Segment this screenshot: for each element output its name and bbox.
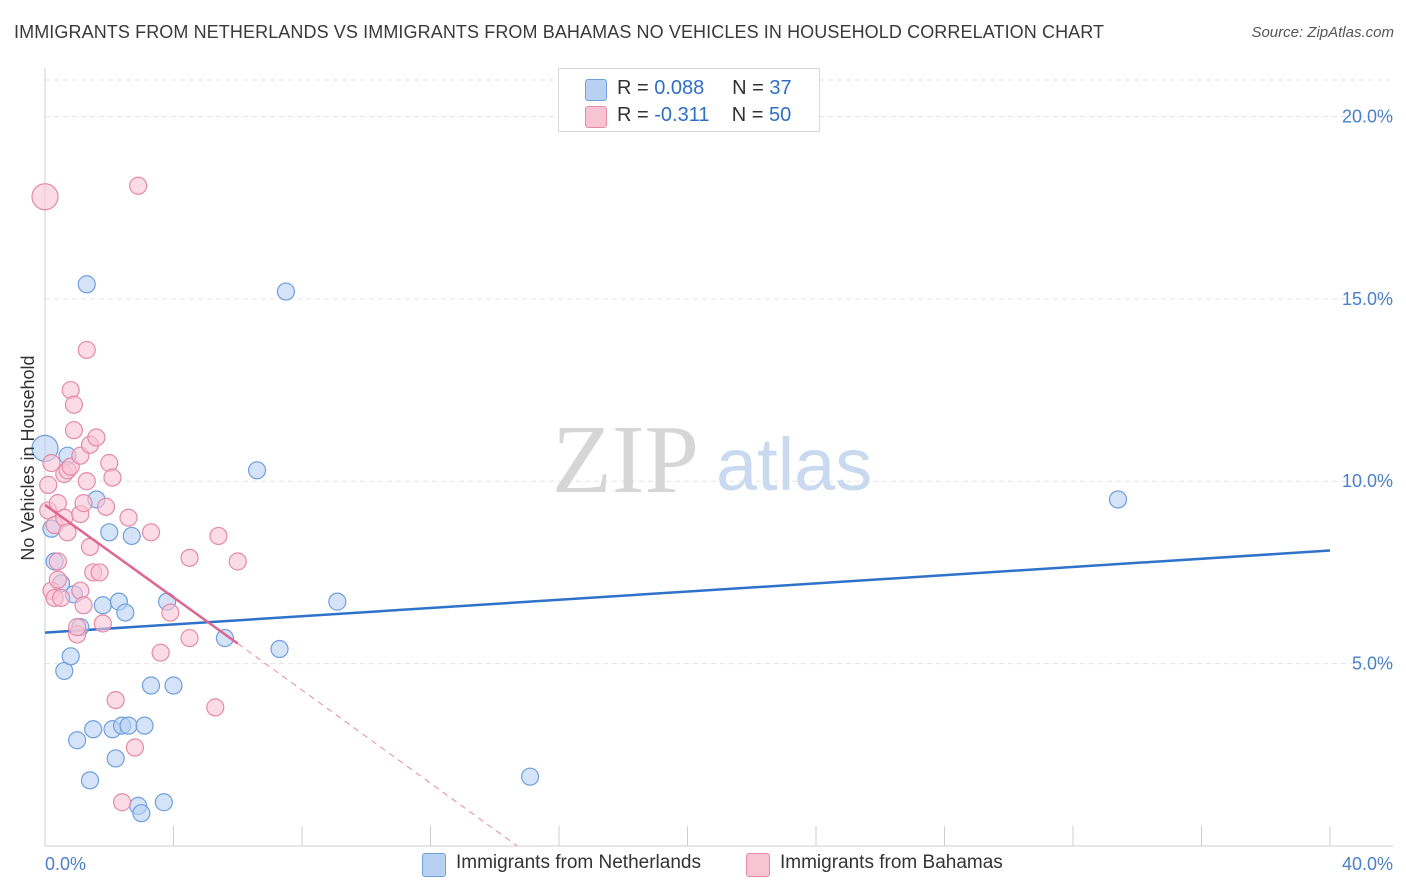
point-netherlands (135, 716, 154, 735)
legend-r-label: R = (617, 77, 649, 99)
data-points (31, 176, 1128, 823)
point-bahamas (93, 614, 112, 633)
point-bahamas (77, 472, 96, 491)
point-netherlands (84, 720, 103, 739)
point-bahamas (51, 588, 71, 608)
point-netherlands (122, 526, 141, 546)
point-bahamas (141, 523, 161, 542)
y-tick-label: 5.0% (1352, 654, 1393, 674)
point-netherlands (61, 647, 80, 666)
point-bahamas (151, 643, 170, 662)
legend-swatch-bahamas (585, 106, 607, 128)
point-bahamas (90, 563, 109, 582)
point-netherlands (270, 639, 289, 659)
point-bahamas (74, 596, 93, 615)
legend-r-label: R = (617, 104, 649, 126)
bottom-legend-label-bahamas: Immigrants from Bahamas (780, 852, 1003, 873)
source-credit: Source: ZipAtlas.com (1251, 24, 1394, 41)
watermark-atlas: atlas (716, 423, 872, 506)
watermark: ZIP atlas (552, 406, 872, 514)
point-bahamas (106, 690, 125, 710)
trend-line-netherlands (44, 549, 1331, 634)
point-netherlands (141, 676, 161, 695)
x-tick-label: 40.0% (1342, 854, 1393, 874)
point-netherlands (106, 749, 125, 768)
point-bahamas (180, 548, 199, 567)
point-netherlands (100, 523, 119, 542)
point-bahamas (48, 552, 67, 571)
point-netherlands (276, 282, 296, 301)
point-netherlands (154, 793, 173, 812)
point-netherlands (80, 771, 100, 790)
point-bahamas (64, 421, 84, 440)
point-netherlands (93, 596, 112, 615)
point-bahamas (74, 494, 93, 513)
point-netherlands (164, 676, 183, 695)
point-bahamas (180, 628, 199, 648)
point-netherlands (116, 603, 135, 622)
watermark-zip: ZIP (552, 406, 699, 514)
trend-lines-back (44, 549, 1331, 634)
point-bahamas (96, 497, 116, 516)
point-bahamas (77, 340, 96, 360)
point-bahamas (125, 738, 145, 757)
trend-line-bahamas (44, 503, 239, 645)
legend-r-value-bahamas: -0.311 (654, 104, 710, 126)
legend-r-value-netherlands: 0.088 (654, 77, 705, 99)
point-bahamas (112, 793, 132, 812)
point-bahamas (39, 475, 58, 494)
point-bahamas (103, 468, 122, 487)
point-netherlands (1108, 490, 1128, 509)
tick-labels: 5.0% 10.0% 15.0% 20.0% 0.0% 40.0% (45, 106, 1393, 874)
chart-title: IMMIGRANTS FROM NETHERLANDS VS IMMIGRANT… (14, 22, 1105, 42)
point-netherlands (132, 804, 151, 823)
point-bahamas (87, 428, 106, 447)
legend-n-value-netherlands: 37 (769, 77, 792, 99)
legend-n-label: N = (732, 77, 764, 99)
grid-lines (45, 79, 1393, 665)
bottom-legend-swatch-bahamas (746, 853, 770, 877)
bottom-legend-label-netherlands: Immigrants from Netherlands (456, 852, 701, 873)
y-tick-label: 20.0% (1342, 106, 1393, 126)
point-bahamas (42, 453, 61, 473)
point-bahamas (129, 176, 148, 195)
y-tick-label: 10.0% (1342, 471, 1393, 491)
point-bahamas (31, 183, 59, 211)
point-netherlands (119, 716, 138, 735)
legend-n-value-bahamas: 50 (768, 104, 792, 126)
point-bahamas (58, 523, 77, 542)
point-netherlands (215, 628, 234, 648)
point-netherlands (520, 767, 540, 786)
point-bahamas (64, 395, 84, 414)
y-axis-label: No Vehicles in Household (18, 355, 38, 560)
point-bahamas (228, 552, 247, 571)
point-bahamas (161, 603, 180, 622)
y-tick-label: 15.0% (1342, 289, 1393, 309)
trend-line-bahamas-extension (237, 643, 518, 847)
correlation-legend: R = 0.088 N = 37 R = -0.311 N = 50 (558, 68, 820, 132)
point-bahamas (48, 570, 67, 589)
point-netherlands (247, 461, 267, 480)
bottom-legend-swatch-netherlands (422, 853, 446, 877)
point-bahamas (68, 618, 87, 637)
trend-lines-front (44, 503, 518, 847)
legend-n-label: N = (731, 104, 764, 126)
point-netherlands (68, 731, 87, 750)
point-bahamas (119, 508, 138, 527)
point-netherlands (77, 275, 96, 294)
point-bahamas (209, 526, 228, 546)
point-netherlands (328, 592, 347, 611)
point-bahamas (206, 698, 225, 717)
legend-swatch-netherlands (585, 79, 607, 101)
x-tick-label: 0.0% (45, 854, 86, 874)
